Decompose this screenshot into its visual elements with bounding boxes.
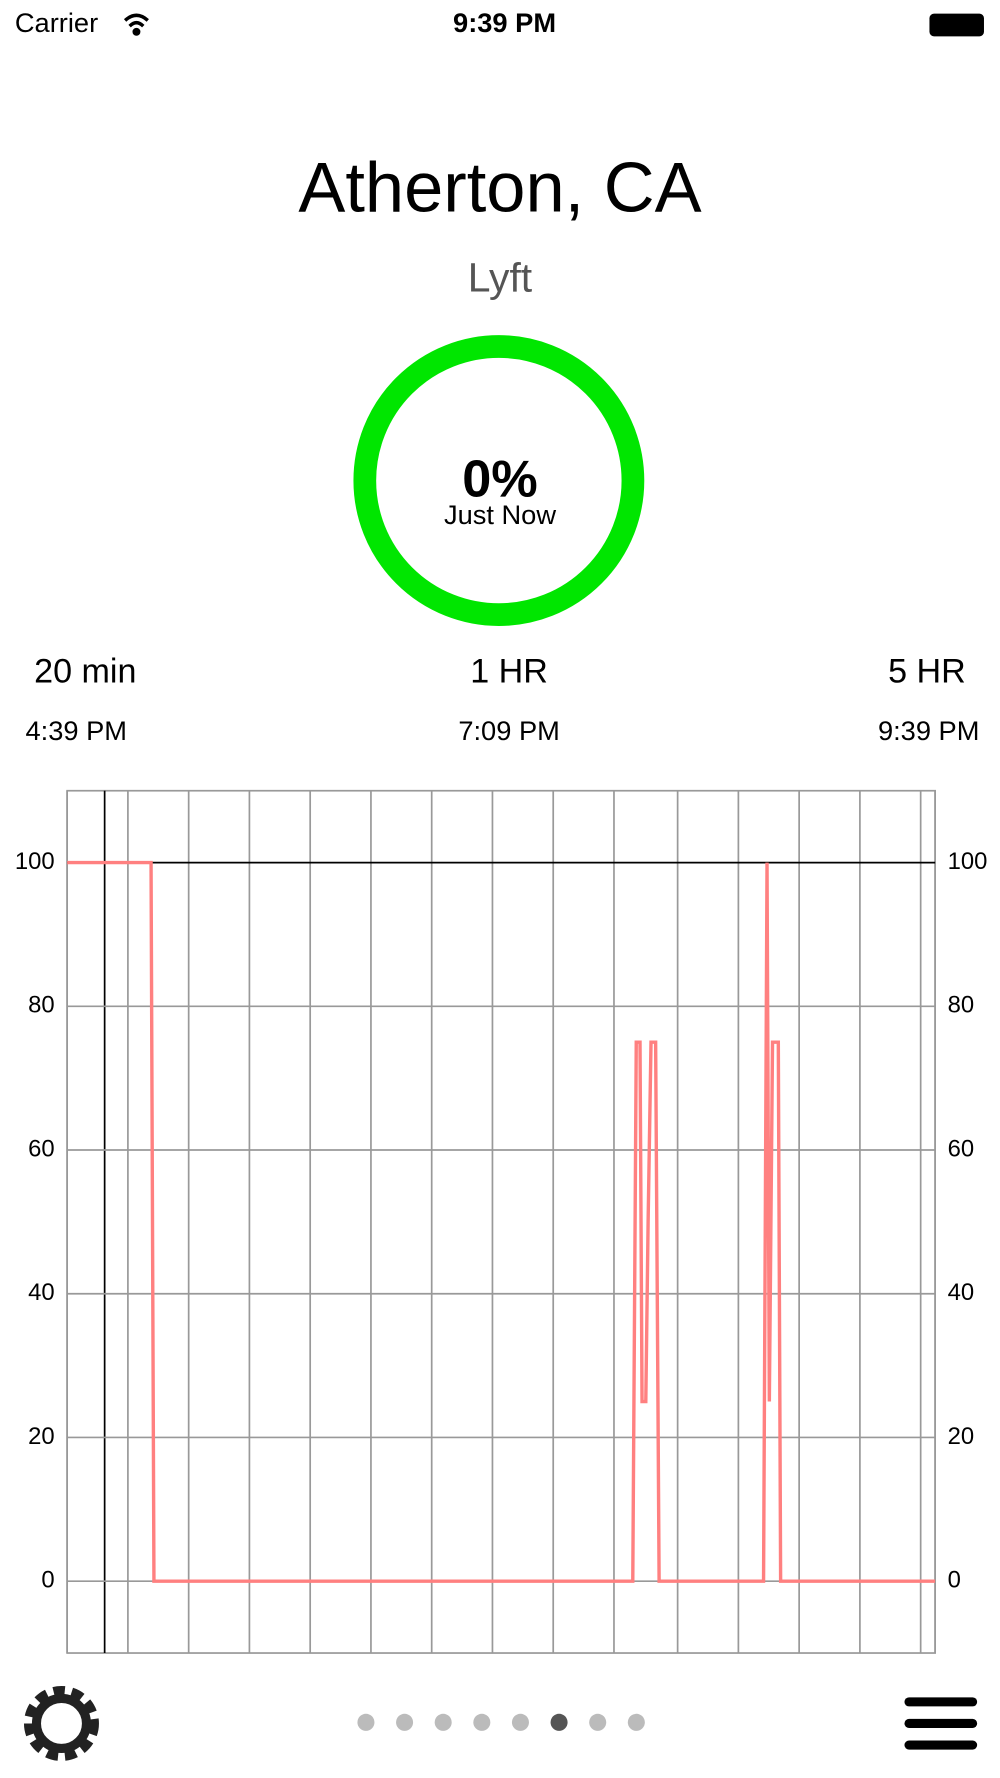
range-button[interactable]: 1 HR 7:09 PM bbox=[458, 653, 559, 746]
page-dot[interactable] bbox=[511, 1713, 529, 1731]
page-dot[interactable] bbox=[473, 1713, 491, 1731]
wifi-icon bbox=[123, 13, 149, 36]
y-tick-label: 60 bbox=[28, 1135, 55, 1162]
y-tick-label: 100 bbox=[15, 848, 55, 875]
y-tick-label: 40 bbox=[28, 1279, 55, 1306]
gauge-label: Just Now bbox=[444, 499, 556, 530]
y2-tick-label: 80 bbox=[948, 992, 975, 1019]
range-label: 20 min bbox=[34, 653, 136, 691]
title: Atherton, CA bbox=[298, 148, 701, 227]
range-label: 5 HR bbox=[888, 653, 966, 691]
page-dot[interactable] bbox=[627, 1713, 645, 1731]
y-tick-label: 20 bbox=[28, 1423, 55, 1450]
range-label: 1 HR bbox=[470, 653, 548, 691]
range-time: 7:09 PM bbox=[458, 715, 559, 746]
page-dot[interactable] bbox=[550, 1713, 568, 1731]
range-button[interactable]: 5 HR 9:39 PM bbox=[878, 653, 979, 746]
y2-tick-label: 40 bbox=[948, 1279, 975, 1306]
range-time: 4:39 PM bbox=[25, 715, 126, 746]
carrier: Carrier bbox=[15, 7, 98, 38]
page-dot[interactable] bbox=[434, 1713, 452, 1731]
data-line bbox=[67, 860, 936, 1583]
y2-tick-label: 100 bbox=[948, 848, 988, 875]
clock: 9:39 PM bbox=[453, 7, 556, 38]
menu-button[interactable] bbox=[904, 1697, 978, 1750]
settings-button[interactable] bbox=[23, 1685, 99, 1761]
plot-frame bbox=[66, 789, 936, 1654]
range-time: 9:39 PM bbox=[878, 715, 979, 746]
range-button[interactable]: 20 min 4:39 PM bbox=[25, 653, 136, 746]
y-tick-label: 80 bbox=[28, 992, 55, 1019]
gauge-ring bbox=[353, 335, 645, 626]
page-dot[interactable] bbox=[396, 1713, 414, 1731]
y2-tick-label: 0 bbox=[948, 1566, 961, 1593]
y-tick-label: 0 bbox=[41, 1566, 54, 1593]
gauge-value: 0% bbox=[462, 451, 538, 509]
battery-icon bbox=[929, 13, 984, 37]
page-dot[interactable] bbox=[357, 1713, 375, 1731]
page-dot[interactable] bbox=[589, 1713, 607, 1731]
y2-tick-label: 20 bbox=[948, 1423, 975, 1450]
y2-tick-label: 60 bbox=[948, 1135, 975, 1162]
subtitle: Lyft bbox=[468, 254, 533, 300]
